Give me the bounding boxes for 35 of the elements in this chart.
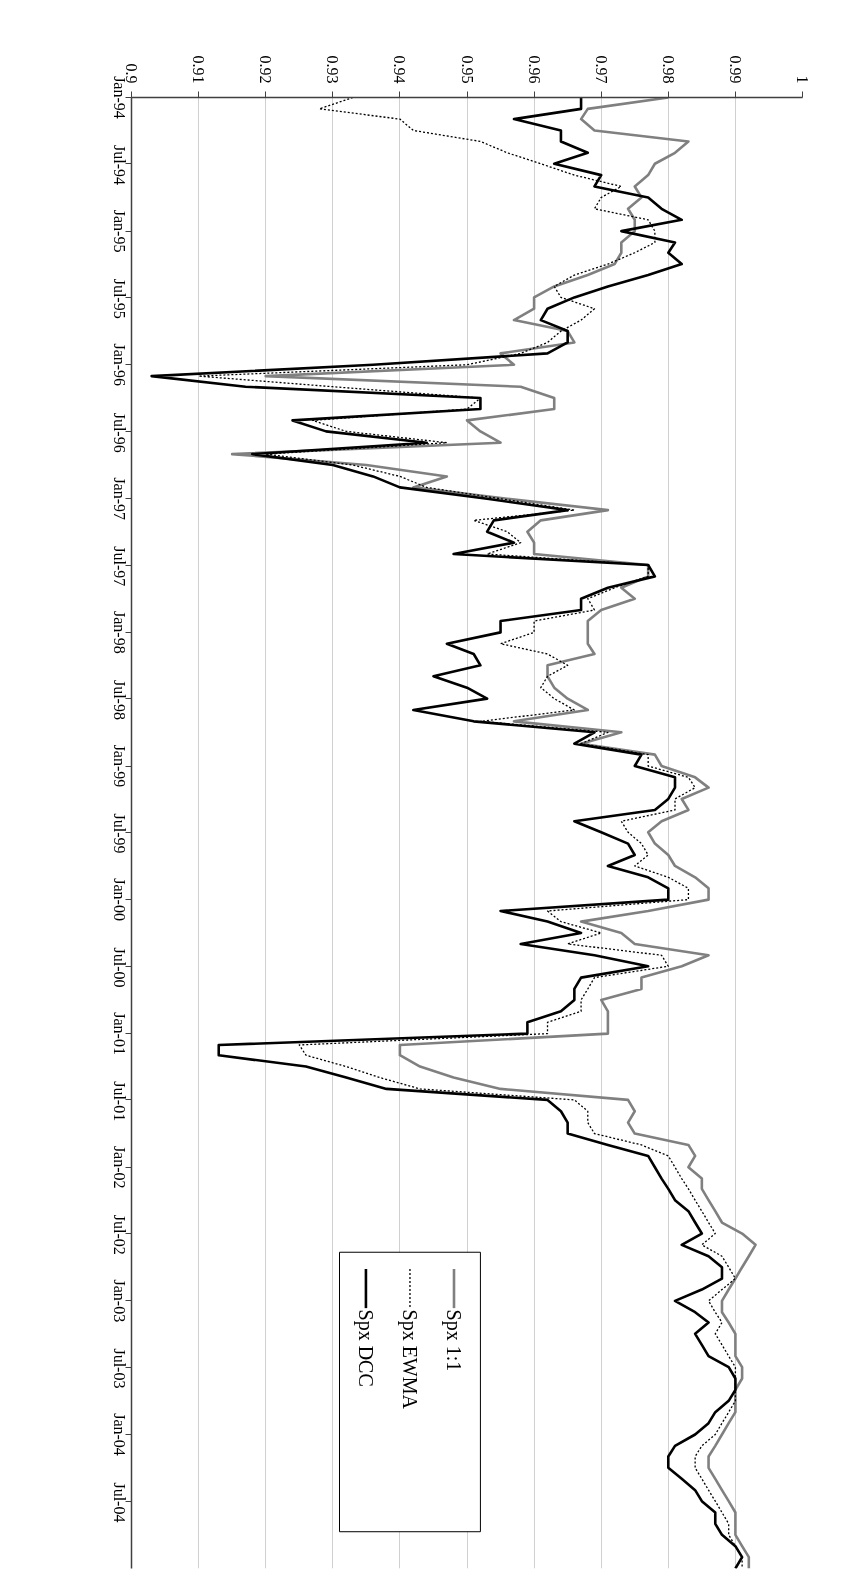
y-tick-label: Jan-01	[111, 1012, 128, 1055]
y-tick-label: Jul-02	[111, 1214, 128, 1255]
x-tick-label: 0.98	[659, 55, 677, 84]
y-tick-label: Jul-95	[111, 278, 128, 319]
legend-label: Spx DCC	[353, 1309, 377, 1387]
y-tick-label: Jul-96	[111, 412, 128, 453]
x-tick-label: 1	[794, 75, 811, 84]
y-tick-label: Jul-01	[111, 1081, 128, 1122]
x-tick-label: 0.92	[257, 55, 275, 84]
y-tick-label: Jan-96	[111, 343, 128, 387]
x-tick-label: 0.97	[592, 55, 610, 84]
y-tick-label: Jan-99	[111, 744, 128, 788]
y-tick-label: Jan-02	[111, 1145, 128, 1189]
x-tick-label: 0.91	[190, 55, 208, 84]
y-tick-label: Jan-95	[111, 209, 128, 253]
x-tick-label: 0.96	[525, 55, 543, 84]
y-tick-label: Jul-97	[111, 546, 128, 587]
x-tick-label: 0.93	[324, 55, 342, 84]
legend-label: Spx EWMA	[397, 1309, 421, 1410]
y-tick-label: Jul-03	[111, 1348, 128, 1389]
y-tick-label: Jul-98	[111, 679, 128, 720]
y-tick-label: Jul-94	[111, 145, 128, 186]
x-tick-label: 0.99	[726, 55, 744, 84]
x-tick-label: 0.9	[123, 63, 140, 84]
y-tick-label: Jan-03	[111, 1279, 128, 1323]
x-tick-label: 0.94	[391, 55, 409, 84]
y-tick-label: Jan-97	[111, 477, 128, 521]
x-tick-label: 0.95	[458, 55, 476, 84]
legend-label: Spx 1:1	[442, 1309, 465, 1372]
y-tick-label: Jul-99	[111, 813, 128, 854]
y-tick-label: Jan-04	[111, 1413, 128, 1456]
y-tick-label: Jul-04	[111, 1482, 128, 1523]
y-tick-label: Jan-98	[111, 611, 128, 654]
y-tick-label: Jan-00	[111, 878, 128, 921]
y-tick-label: Jul-00	[111, 947, 128, 988]
